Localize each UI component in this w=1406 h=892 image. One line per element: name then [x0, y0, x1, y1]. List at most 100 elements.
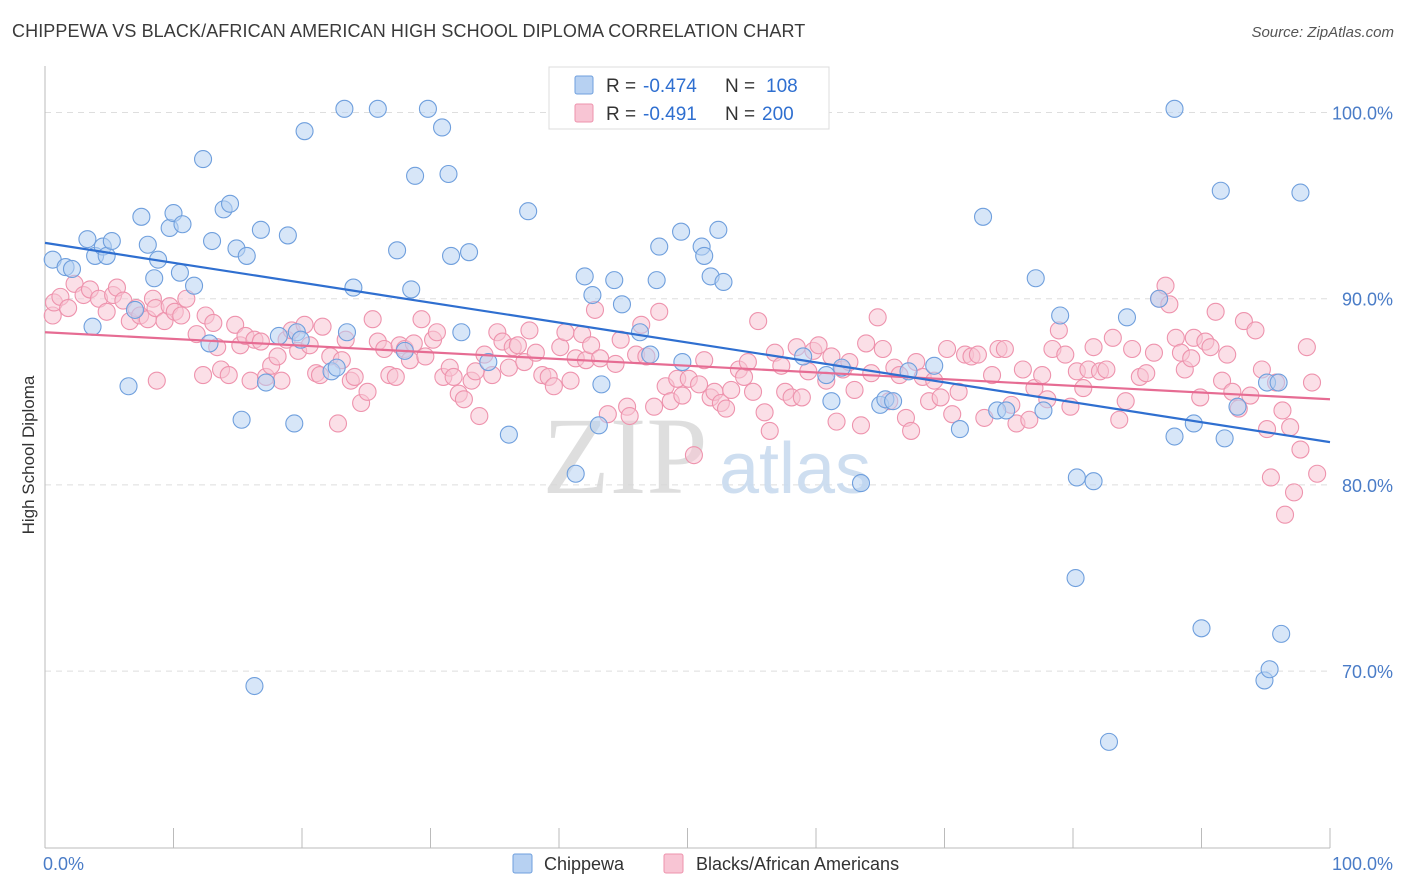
- black-point: [172, 306, 191, 325]
- chippewa-point: [519, 202, 538, 221]
- bottom-legend-black: Blacks/African Americans: [696, 854, 899, 874]
- chippewa-point: [630, 323, 650, 342]
- black-point: [1084, 338, 1103, 357]
- black-point: [363, 310, 382, 329]
- chippewa-point: [170, 263, 189, 282]
- black-point: [585, 300, 605, 319]
- black-point: [645, 397, 664, 416]
- chippewa-point: [575, 267, 594, 286]
- trend-line-chippewa: [44, 241, 1331, 444]
- black-point: [97, 302, 116, 321]
- black-point: [1123, 339, 1142, 359]
- chippewa-point: [1051, 306, 1070, 325]
- y-axis-label: High School Diploma: [19, 375, 38, 534]
- y-tick-label: 100.0%: [1332, 104, 1393, 124]
- black-point: [606, 354, 625, 373]
- series-chippewa: [43, 99, 1310, 751]
- chippewa-point: [291, 330, 310, 349]
- black-point: [760, 421, 779, 440]
- chippewa-point: [256, 373, 276, 392]
- black-point: [194, 366, 213, 385]
- chippewa-point: [714, 272, 733, 292]
- legend-swatch-chippewa: [574, 75, 594, 95]
- black-point: [851, 416, 871, 435]
- legend-r-value-black: -0.491: [643, 104, 697, 125]
- watermark: ZIP atlas: [543, 395, 872, 517]
- black-point: [241, 371, 260, 390]
- chippewa-point: [245, 676, 264, 696]
- black-point: [1308, 464, 1327, 483]
- black-point: [591, 349, 610, 368]
- watermark-atlas: atlas: [719, 429, 871, 509]
- chippewa-point: [1260, 660, 1279, 679]
- chippewa-point: [1165, 99, 1184, 118]
- chippewa-point: [173, 215, 192, 234]
- source-label: Source: ZipAtlas.com: [1251, 24, 1394, 41]
- chippewa-point: [203, 231, 222, 251]
- chippewa-point: [822, 392, 841, 411]
- black-point: [1020, 410, 1039, 429]
- black-point: [499, 358, 518, 377]
- black-point: [1103, 328, 1122, 347]
- chippewa-point: [647, 271, 666, 290]
- black-point: [1137, 364, 1156, 383]
- black-point: [902, 421, 921, 440]
- black-point: [187, 325, 206, 344]
- black-point: [1302, 373, 1322, 392]
- chippewa-point: [1184, 414, 1203, 433]
- chippewa-point: [125, 300, 144, 319]
- chippewa-point: [406, 166, 425, 185]
- black-point: [857, 334, 876, 353]
- chippewa-point: [641, 345, 660, 364]
- chippewa-point: [269, 326, 288, 346]
- black-point: [722, 380, 741, 400]
- black-point: [470, 406, 489, 426]
- chippewa-point: [83, 317, 102, 336]
- black-point: [427, 323, 446, 342]
- black-point: [272, 371, 291, 390]
- chippewa-point: [285, 414, 304, 433]
- chippewa-point: [1165, 427, 1184, 446]
- bottom-legend-chippewa: Chippewa: [544, 854, 625, 874]
- black-point: [1246, 321, 1265, 340]
- chippewa-point: [612, 295, 632, 314]
- black-point: [1013, 360, 1032, 379]
- chippewa-point: [251, 220, 270, 239]
- chippewa-point: [368, 99, 387, 118]
- black-point: [809, 336, 828, 355]
- trend-lines: [44, 241, 1331, 444]
- chippewa-point: [479, 352, 498, 372]
- y-tick-label: 70.0%: [1342, 662, 1393, 682]
- black-point: [508, 336, 527, 355]
- chippewa-point: [1066, 568, 1085, 588]
- black-point: [716, 399, 736, 418]
- chippewa-point: [605, 271, 624, 290]
- chippewa-point: [673, 352, 692, 372]
- chippewa-point: [295, 122, 314, 141]
- black-point: [862, 364, 881, 383]
- chippewa-point: [459, 243, 479, 262]
- chippewa-point: [997, 401, 1016, 420]
- black-point: [995, 339, 1014, 359]
- legend-r-label-chippewa: R =: [606, 76, 636, 97]
- series-blacks-african-americans: [43, 274, 1327, 524]
- black-point: [982, 366, 1002, 385]
- black-point: [556, 323, 575, 342]
- black-point: [1261, 468, 1280, 487]
- black-point: [328, 414, 348, 433]
- chippewa-point: [817, 366, 836, 385]
- chippewa-point: [566, 464, 585, 483]
- black-point: [755, 403, 774, 422]
- black-point: [1281, 418, 1300, 437]
- black-point: [684, 446, 703, 465]
- black-point: [1257, 420, 1277, 439]
- chippewa-point: [499, 425, 518, 444]
- black-point: [868, 308, 887, 327]
- chippewa-point: [418, 99, 437, 118]
- black-point: [1218, 345, 1237, 364]
- black-point: [416, 347, 435, 366]
- black-point: [204, 313, 223, 332]
- black-point: [1056, 345, 1075, 364]
- black-point: [1273, 401, 1292, 420]
- trend-line-black: [44, 331, 1331, 401]
